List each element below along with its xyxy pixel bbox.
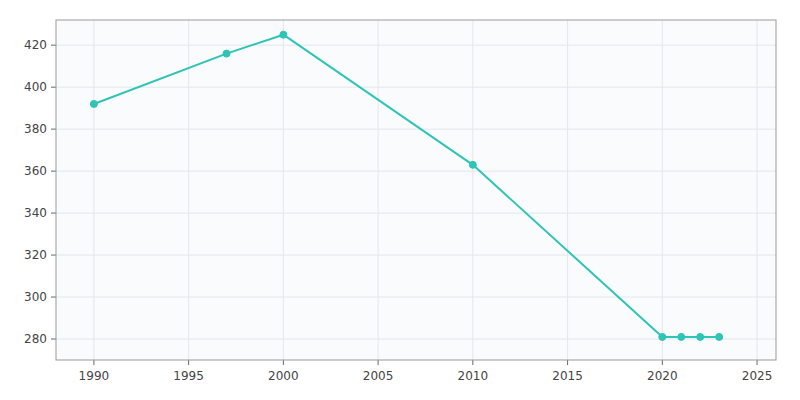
chart-container: 1990 1995 2000 2005 2010 2015 2020 2025 280 300 32…	[0, 0, 800, 400]
x-tick	[662, 360, 663, 365]
x-tick	[188, 360, 189, 365]
y-grid-line	[56, 171, 776, 172]
x-grid-line	[472, 20, 473, 360]
x-tick	[567, 360, 568, 365]
y-tick-label: 380	[24, 122, 47, 136]
x-tick-label: 1990	[79, 369, 110, 383]
axes: 1990 1995 2000 2005 2010 2015 2020 2025 280 300 32…	[24, 20, 776, 383]
y-grid-line	[56, 213, 776, 214]
y-tick	[51, 129, 56, 130]
y-grid-line	[56, 129, 776, 130]
data-point	[716, 333, 723, 340]
y-tick	[51, 255, 56, 256]
data-point	[678, 333, 685, 340]
y-tick-label: 340	[24, 206, 47, 220]
x-grid-line	[378, 20, 379, 360]
x-tick-label: 2010	[458, 369, 489, 383]
x-grid-line	[757, 20, 758, 360]
chart-svg: 1990 1995 2000 2005 2010 2015 2020 2025 280 300 32…	[0, 0, 800, 400]
y-tick-label: 300	[24, 290, 47, 304]
x-tick-label: 1995	[173, 369, 204, 383]
y-grid-line	[56, 87, 776, 88]
y-tick	[51, 87, 56, 88]
x-grid-line	[93, 20, 94, 360]
data-layer	[90, 31, 722, 340]
x-tick-label: 2020	[647, 369, 678, 383]
y-tick	[51, 45, 56, 46]
y-grid-line	[56, 339, 776, 340]
data-point	[659, 333, 666, 340]
y-tick	[51, 297, 56, 298]
x-tick	[378, 360, 379, 365]
x-grid-line	[188, 20, 189, 360]
x-tick-label: 2025	[742, 369, 773, 383]
data-point	[697, 333, 704, 340]
y-grid-line	[56, 297, 776, 298]
x-tick	[472, 360, 473, 365]
data-point	[280, 31, 287, 38]
data-point	[223, 50, 230, 57]
grid	[56, 20, 776, 360]
data-point	[469, 161, 476, 168]
y-tick-label: 360	[24, 164, 47, 178]
y-tick	[51, 339, 56, 340]
x-tick	[93, 360, 94, 365]
plot-frame	[56, 20, 776, 360]
y-tick-label: 420	[24, 38, 47, 52]
y-tick-label: 320	[24, 248, 47, 262]
x-tick-label: 2000	[268, 369, 299, 383]
x-grid-line	[283, 20, 284, 360]
x-grid-line	[567, 20, 568, 360]
y-tick	[51, 171, 56, 172]
y-tick-label: 280	[24, 332, 47, 346]
y-grid-line	[56, 45, 776, 46]
plot-background	[56, 20, 776, 360]
y-grid-line	[56, 255, 776, 256]
x-tick-label: 2005	[363, 369, 394, 383]
x-tick-label: 2015	[552, 369, 583, 383]
data-point	[90, 100, 97, 107]
x-grid-line	[662, 20, 663, 360]
x-tick	[757, 360, 758, 365]
data-line	[94, 35, 719, 337]
x-tick	[283, 360, 284, 365]
y-tick-label: 400	[24, 80, 47, 94]
y-tick	[51, 213, 56, 214]
